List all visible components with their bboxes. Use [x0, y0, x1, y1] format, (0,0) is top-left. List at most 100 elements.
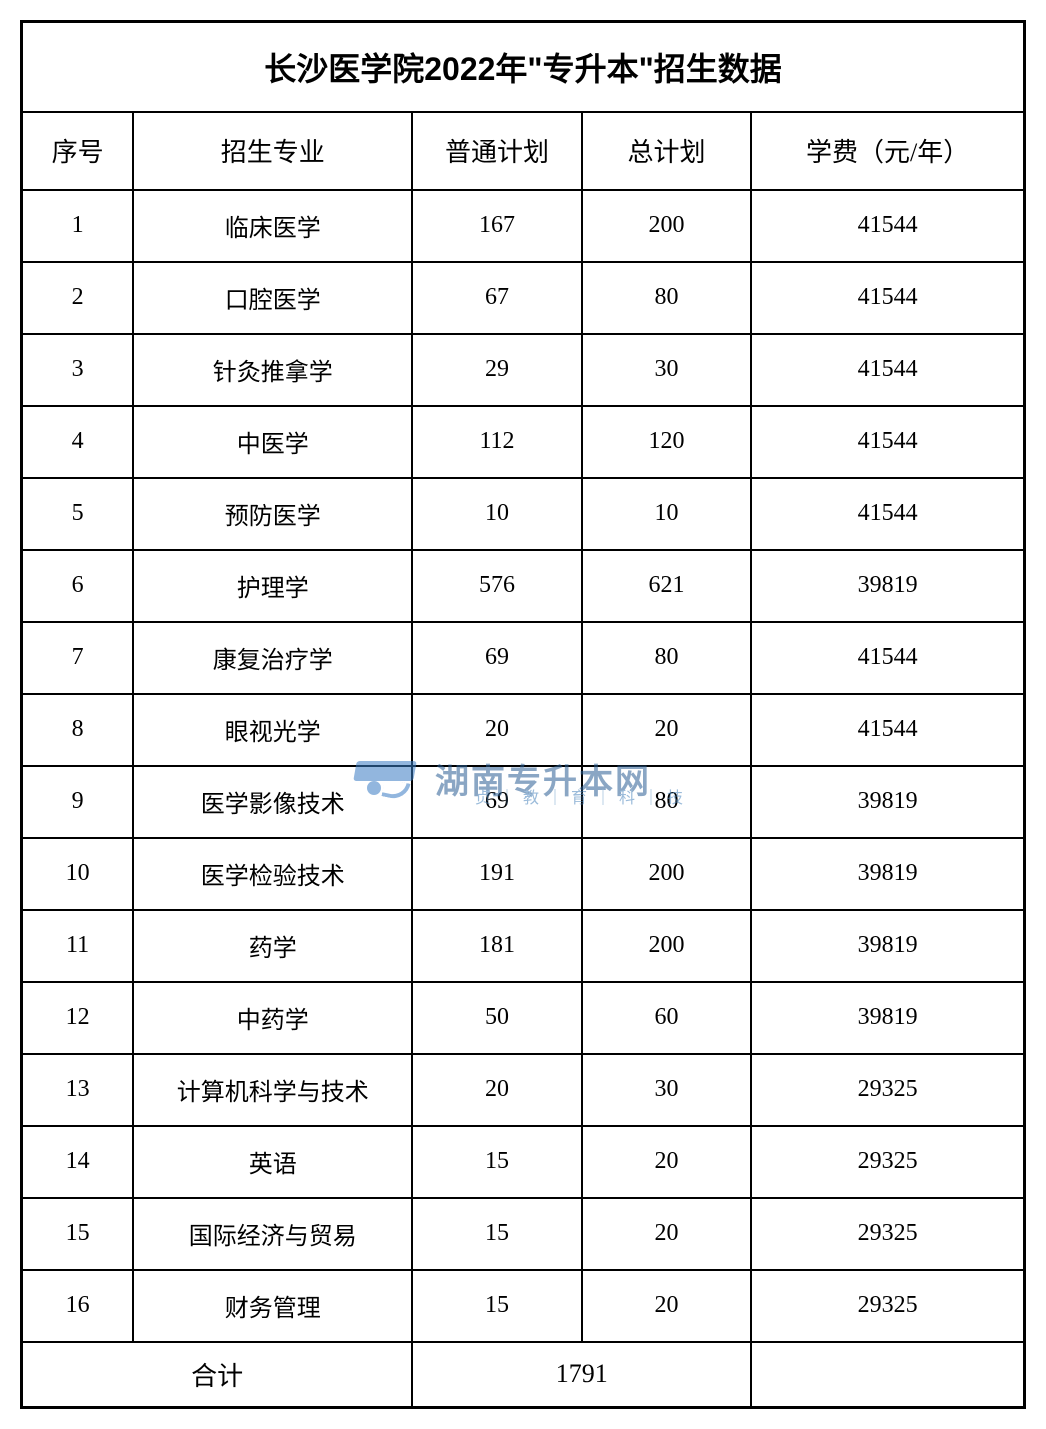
cell-major: 医学检验技术 — [133, 838, 412, 910]
cell-major: 中药学 — [133, 982, 412, 1054]
cell-total: 20 — [582, 1270, 752, 1342]
cell-major: 口腔医学 — [133, 262, 412, 334]
cell-fee: 41544 — [751, 190, 1024, 262]
cell-fee: 41544 — [751, 694, 1024, 766]
cell-major: 护理学 — [133, 550, 412, 622]
cell-seq: 2 — [22, 262, 134, 334]
admission-data-table: 长沙医学院2022年"专升本"招生数据 序号 招生专业 普通计划 总计划 学费（… — [20, 20, 1026, 1409]
cell-normal: 29 — [412, 334, 582, 406]
table-title: 长沙医学院2022年"专升本"招生数据 — [22, 22, 1025, 112]
cell-seq: 6 — [22, 550, 134, 622]
table-row: 3针灸推拿学293041544 — [22, 334, 1025, 406]
table-row: 2口腔医学678041544 — [22, 262, 1025, 334]
cell-major: 财务管理 — [133, 1270, 412, 1342]
header-total-plan: 总计划 — [582, 112, 752, 190]
total-empty — [751, 1342, 1024, 1408]
cell-fee: 39819 — [751, 550, 1024, 622]
header-seq: 序号 — [22, 112, 134, 190]
header-normal-plan: 普通计划 — [412, 112, 582, 190]
cell-total: 30 — [582, 1054, 752, 1126]
cell-seq: 4 — [22, 406, 134, 478]
cell-total: 20 — [582, 1126, 752, 1198]
admission-table-wrapper: 长沙医学院2022年"专升本"招生数据 序号 招生专业 普通计划 总计划 学费（… — [20, 20, 1026, 1409]
cell-fee: 39819 — [751, 766, 1024, 838]
cell-total: 80 — [582, 262, 752, 334]
cell-major: 临床医学 — [133, 190, 412, 262]
cell-seq: 16 — [22, 1270, 134, 1342]
cell-total: 10 — [582, 478, 752, 550]
header-major: 招生专业 — [133, 112, 412, 190]
cell-major: 针灸推拿学 — [133, 334, 412, 406]
cell-fee: 39819 — [751, 838, 1024, 910]
cell-normal: 191 — [412, 838, 582, 910]
cell-fee: 41544 — [751, 262, 1024, 334]
cell-fee: 41544 — [751, 622, 1024, 694]
cell-seq: 12 — [22, 982, 134, 1054]
table-row: 7康复治疗学698041544 — [22, 622, 1025, 694]
table-title-row: 长沙医学院2022年"专升本"招生数据 — [22, 22, 1025, 112]
table-row: 8眼视光学202041544 — [22, 694, 1025, 766]
table-row: 13计算机科学与技术203029325 — [22, 1054, 1025, 1126]
cell-fee: 29325 — [751, 1126, 1024, 1198]
cell-fee: 41544 — [751, 478, 1024, 550]
table-row: 6护理学57662139819 — [22, 550, 1025, 622]
cell-normal: 15 — [412, 1270, 582, 1342]
table-row: 16财务管理152029325 — [22, 1270, 1025, 1342]
table-header-row: 序号 招生专业 普通计划 总计划 学费（元/年） — [22, 112, 1025, 190]
cell-normal: 576 — [412, 550, 582, 622]
cell-seq: 3 — [22, 334, 134, 406]
cell-normal: 69 — [412, 622, 582, 694]
table-row: 15国际经济与贸易152029325 — [22, 1198, 1025, 1270]
cell-seq: 8 — [22, 694, 134, 766]
cell-total: 200 — [582, 190, 752, 262]
cell-normal: 10 — [412, 478, 582, 550]
table-row: 5预防医学101041544 — [22, 478, 1025, 550]
table-row: 4中医学11212041544 — [22, 406, 1025, 478]
cell-total: 80 — [582, 622, 752, 694]
cell-total: 120 — [582, 406, 752, 478]
cell-seq: 10 — [22, 838, 134, 910]
cell-seq: 7 — [22, 622, 134, 694]
cell-major: 英语 — [133, 1126, 412, 1198]
cell-seq: 14 — [22, 1126, 134, 1198]
cell-major: 康复治疗学 — [133, 622, 412, 694]
cell-total: 80 — [582, 766, 752, 838]
table-row: 12中药学506039819 — [22, 982, 1025, 1054]
cell-seq: 5 — [22, 478, 134, 550]
cell-fee: 29325 — [751, 1270, 1024, 1342]
cell-fee: 39819 — [751, 910, 1024, 982]
cell-normal: 181 — [412, 910, 582, 982]
cell-seq: 13 — [22, 1054, 134, 1126]
cell-fee: 39819 — [751, 982, 1024, 1054]
cell-major: 眼视光学 — [133, 694, 412, 766]
cell-total: 200 — [582, 838, 752, 910]
cell-seq: 1 — [22, 190, 134, 262]
cell-normal: 112 — [412, 406, 582, 478]
cell-seq: 9 — [22, 766, 134, 838]
cell-major: 中医学 — [133, 406, 412, 478]
cell-normal: 20 — [412, 1054, 582, 1126]
cell-normal: 167 — [412, 190, 582, 262]
header-tuition: 学费（元/年） — [751, 112, 1024, 190]
cell-fee: 41544 — [751, 406, 1024, 478]
cell-normal: 67 — [412, 262, 582, 334]
cell-fee: 41544 — [751, 334, 1024, 406]
cell-total: 200 — [582, 910, 752, 982]
table-total-row: 合计 1791 — [22, 1342, 1025, 1408]
cell-seq: 15 — [22, 1198, 134, 1270]
cell-normal: 50 — [412, 982, 582, 1054]
cell-major: 医学影像技术 — [133, 766, 412, 838]
cell-fee: 29325 — [751, 1198, 1024, 1270]
table-row: 14英语152029325 — [22, 1126, 1025, 1198]
cell-total: 30 — [582, 334, 752, 406]
cell-major: 国际经济与贸易 — [133, 1198, 412, 1270]
cell-normal: 20 — [412, 694, 582, 766]
cell-seq: 11 — [22, 910, 134, 982]
cell-major: 计算机科学与技术 — [133, 1054, 412, 1126]
total-label: 合计 — [22, 1342, 413, 1408]
table-row: 1临床医学16720041544 — [22, 190, 1025, 262]
table-row: 9医学影像技术698039819 — [22, 766, 1025, 838]
cell-total: 60 — [582, 982, 752, 1054]
cell-total: 20 — [582, 694, 752, 766]
cell-normal: 69 — [412, 766, 582, 838]
